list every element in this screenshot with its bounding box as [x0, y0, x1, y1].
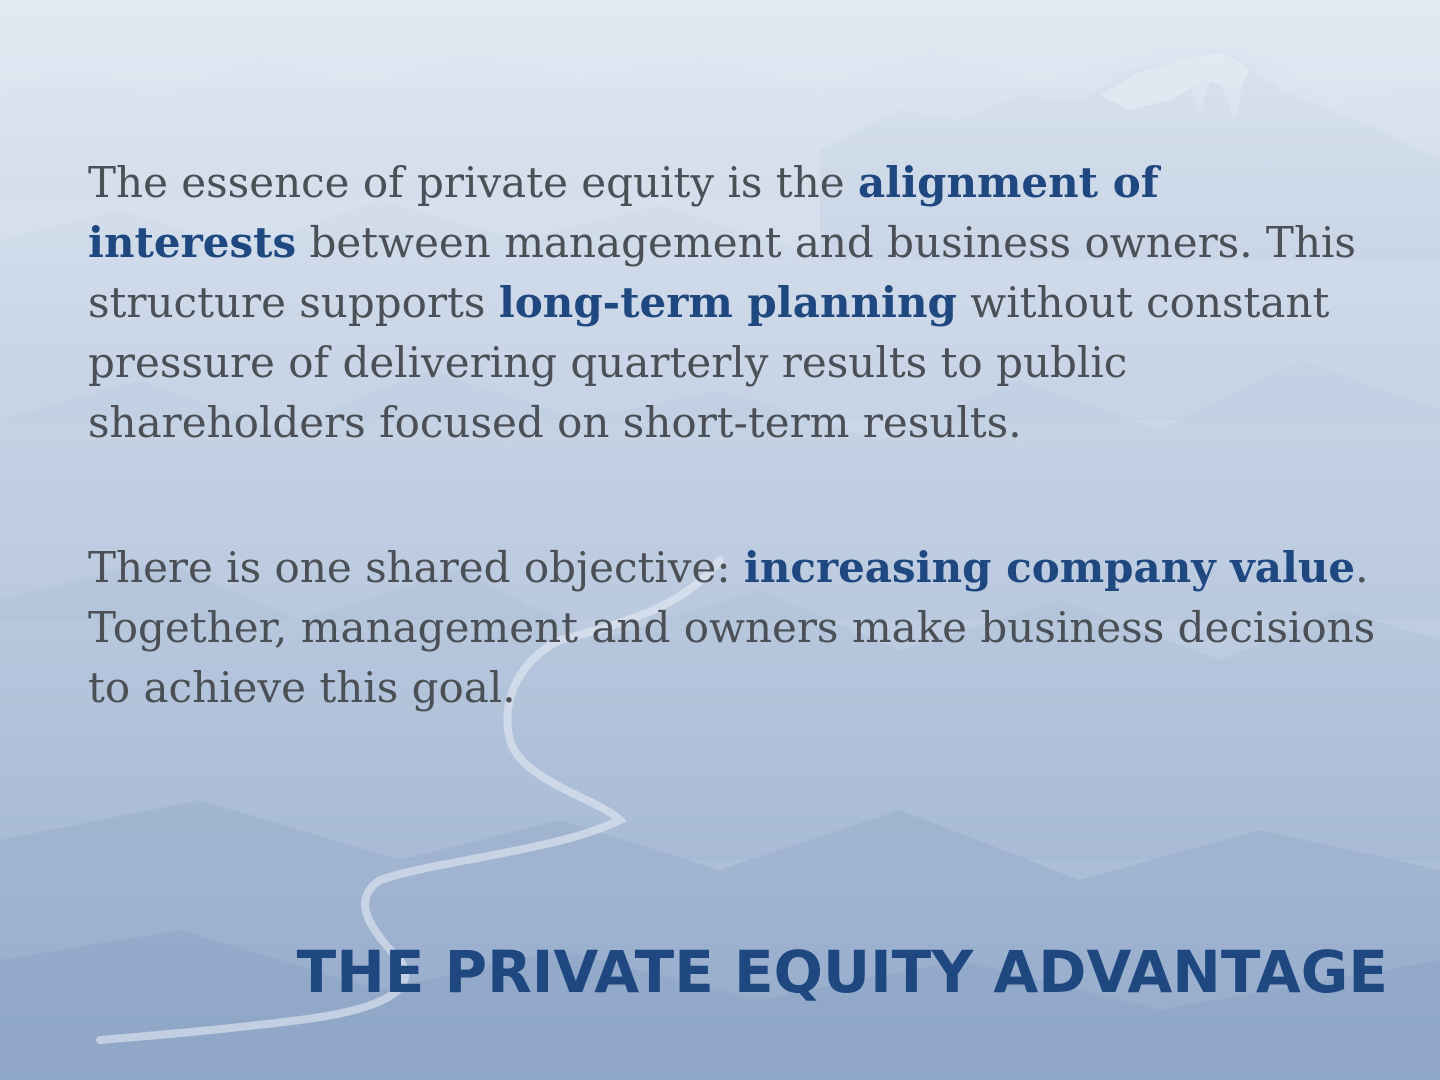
paragraph-text: There is one shared objective: — [88, 543, 744, 592]
slide-title: THE PRIVATE EQUITY ADVANTAGE — [296, 938, 1388, 1006]
paragraph-text: . Together, management and owners make b… — [88, 543, 1376, 712]
highlight-alignment-of-interests: alignment of interests — [88, 158, 1159, 267]
paragraph-alignment: The essence of private equity is the ali… — [88, 153, 1378, 453]
highlight-increasing-company-value: increasing company value — [743, 543, 1356, 592]
paragraph-text: without constant pressure of delivering … — [88, 278, 1330, 447]
highlight-long-term-planning: long-term planning — [498, 278, 957, 327]
paragraph-text: between management and business owners. … — [88, 218, 1356, 327]
paragraph-objective: There is one shared objective: increasin… — [88, 538, 1378, 718]
paragraph-text: The essence of private equity is the — [88, 158, 858, 207]
